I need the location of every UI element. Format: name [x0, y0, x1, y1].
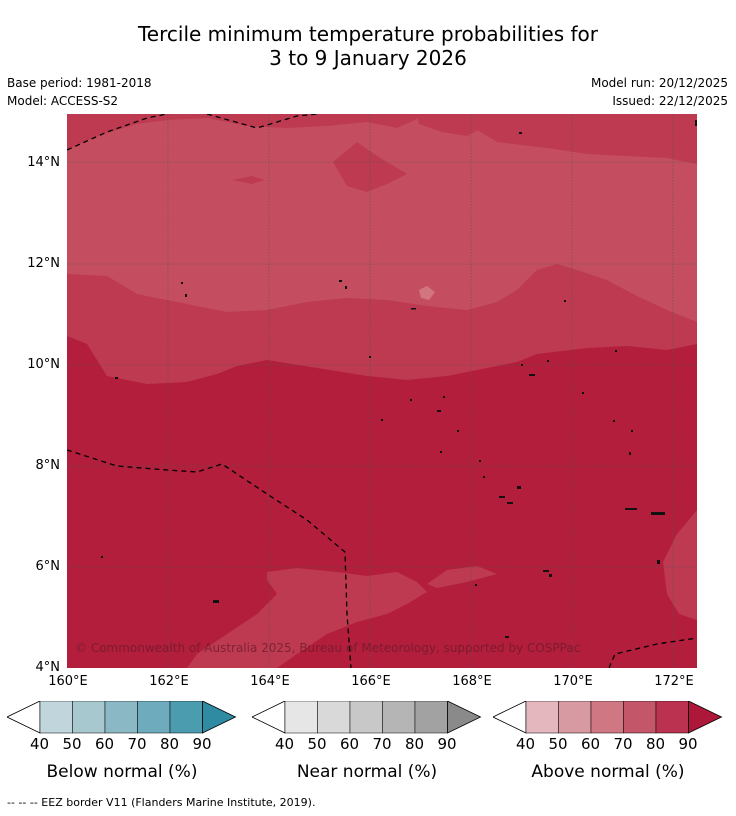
colorbar-tick-label: 40 — [516, 735, 536, 753]
lat-label-14: 14°N — [27, 155, 60, 170]
colorbar-segment — [623, 700, 657, 734]
colorbar-below-normal: 40 50 60 70 80 90 — [6, 700, 237, 765]
lon-label-166: 166°E — [351, 674, 391, 689]
copyright-notice: © Commonwealth of Australia 2025, Bureau… — [75, 641, 581, 655]
colorbar-over-triangle — [447, 700, 482, 734]
colorbar-tick-label: 70 — [127, 735, 147, 753]
issued-date: Issued: 22/12/2025 — [612, 94, 728, 108]
colorbar-segment — [414, 700, 448, 734]
map-title: Tercile minimum temperature probabilitie… — [0, 22, 736, 70]
title-line-1: Tercile minimum temperature probabilitie… — [137, 22, 599, 46]
lon-label-168: 168°E — [452, 674, 492, 689]
meta-left: Base period: 1981-2018 Model: ACCESS-S2 — [7, 74, 152, 110]
colorbar-segment — [382, 700, 416, 734]
region-85-patch — [232, 176, 265, 184]
lat-label-8: 8°N — [35, 458, 61, 473]
colorbar-segment — [137, 700, 171, 734]
colorbar-tick-label: 80 — [160, 735, 180, 753]
colorbar-over-triangle — [688, 700, 723, 734]
lon-label-172: 172°E — [654, 674, 694, 689]
colorbar-segment — [317, 700, 351, 734]
colorbar-above-normal: 40 50 60 70 80 90 — [492, 700, 723, 765]
probability-map — [67, 114, 697, 668]
islands — [101, 120, 697, 638]
graticule — [67, 114, 697, 668]
base-period: Base period: 1981-2018 — [7, 76, 152, 90]
colorbar-segment — [284, 700, 318, 734]
colorbar-under-triangle — [251, 700, 286, 734]
region-85-south-east — [427, 566, 497, 588]
region-80 — [67, 118, 697, 322]
colorbar-segment — [349, 700, 383, 734]
colorbar-segment — [39, 700, 73, 734]
region-85-top-strip — [333, 142, 407, 192]
lat-label-10: 10°N — [27, 357, 60, 372]
colorbar-segment — [169, 700, 203, 734]
colorbar-svg — [6, 700, 237, 734]
colorbar-segment — [72, 700, 106, 734]
colorbar-segment — [655, 700, 689, 734]
region-70-spot — [419, 286, 435, 300]
colorbar-tick-label: 90 — [437, 735, 457, 753]
colorbar-title-below: Below normal (%) — [46, 762, 198, 782]
colorbar-near-normal: 40 50 60 70 80 90 — [251, 700, 482, 765]
colorbar-tick-label: 60 — [340, 735, 360, 753]
meta-right: Model run: 20/12/2025 Issued: 22/12/2025 — [591, 74, 728, 110]
colorbar-tick-label: 70 — [613, 735, 633, 753]
lon-label-162: 162°E — [149, 674, 189, 689]
colorbar-tick-label: 70 — [372, 735, 392, 753]
colorbar-tick-label: 90 — [192, 735, 212, 753]
colorbar-under-triangle — [6, 700, 41, 734]
colorbar-tick-label: 80 — [646, 735, 666, 753]
lat-label-4: 4°N — [35, 660, 61, 675]
colorbar-over-triangle — [202, 700, 237, 734]
model-name: Model: ACCESS-S2 — [7, 94, 119, 108]
colorbar-svg — [492, 700, 723, 734]
colorbar-segment — [104, 700, 138, 734]
colorbar-svg — [251, 700, 482, 734]
eez-borders — [67, 114, 697, 668]
map-svg — [67, 114, 697, 668]
colorbar-tick-label: 50 — [307, 735, 327, 753]
colorbar-tick-label: 50 — [62, 735, 82, 753]
colorbar-tick-label: 50 — [548, 735, 568, 753]
lon-label-170: 170°E — [553, 674, 593, 689]
region-85-top-east — [417, 114, 507, 136]
colorbar-segment — [590, 700, 624, 734]
colorbar-title-near: Near normal (%) — [296, 762, 438, 782]
eez-footer-note: -- -- -- EEZ border V11 (Flanders Marine… — [7, 796, 316, 809]
lat-label-6: 6°N — [35, 559, 61, 574]
colorbar-segment — [558, 700, 592, 734]
colorbar-tick-label: 40 — [30, 735, 50, 753]
region-85-south — [187, 568, 427, 668]
colorbar-tick-label: 60 — [581, 735, 601, 753]
colorbar-segment — [525, 700, 559, 734]
colorbar-tick-label: 90 — [678, 735, 698, 753]
lon-label-160: 160°E — [48, 674, 88, 689]
model-run: Model run: 20/12/2025 — [590, 76, 728, 90]
colorbar-title-above: Above normal (%) — [531, 762, 685, 782]
lon-label-164: 164°E — [250, 674, 290, 689]
region-85-east-edge — [663, 510, 697, 620]
colorbar-tick-label: 60 — [95, 735, 115, 753]
colorbar-under-triangle — [492, 700, 527, 734]
colorbar-tick-label: 40 — [275, 735, 295, 753]
title-line-2: 3 to 9 January 2026 — [269, 46, 467, 70]
lat-label-12: 12°N — [27, 256, 60, 271]
colorbar-tick-label: 80 — [405, 735, 425, 753]
